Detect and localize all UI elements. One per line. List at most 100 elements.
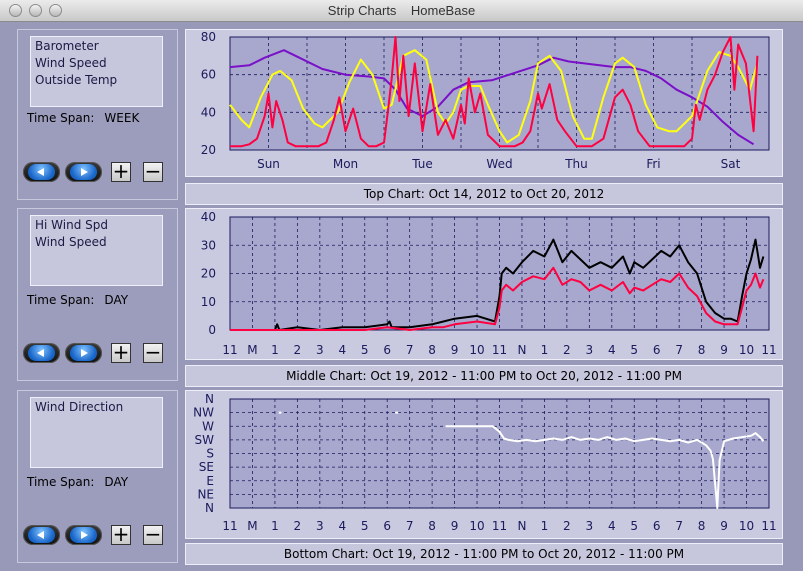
x-tick-label: 10: [469, 519, 484, 533]
y-tick-label: S: [206, 447, 214, 461]
x-tick-label: 10: [469, 343, 484, 357]
x-tick-label: 8: [428, 343, 436, 357]
series-line: [229, 49, 755, 146]
y-tick-label: 0: [208, 323, 216, 337]
time-span-value: WEEK: [104, 111, 140, 125]
x-tick-label: 3: [316, 343, 324, 357]
x-tick-label: 7: [675, 519, 683, 533]
y-tick-label: N: [205, 501, 214, 515]
left-arrow-icon: [37, 349, 44, 357]
middle-series-list[interactable]: Hi Wind Spd Wind Speed: [30, 215, 163, 286]
x-tick-label: 11: [222, 343, 237, 357]
time-span-label: Time Span:: [27, 111, 95, 125]
x-tick-label: 5: [630, 343, 638, 357]
right-arrow-icon: [81, 168, 88, 176]
bottom-zoom-out-button[interactable]: −: [143, 522, 163, 546]
x-tick-label: Sun: [257, 157, 280, 171]
series-label: Wind Speed: [35, 235, 107, 249]
y-tick-label: E: [206, 474, 214, 488]
top-series-list[interactable]: Barometer Wind Speed Outside Temp: [30, 36, 163, 107]
x-tick-label: 1: [271, 343, 279, 357]
x-tick-label: Fri: [646, 157, 660, 171]
x-tick-label: 6: [653, 343, 661, 357]
x-tick-label: 8: [698, 519, 706, 533]
bottom-chart-caption: Bottom Chart: Oct 19, 2012 - 11:00 PM to…: [185, 543, 783, 565]
time-span-label: Time Span:: [27, 475, 95, 489]
top-zoom-out-button[interactable]: −: [143, 159, 163, 183]
y-tick-label: 30: [201, 238, 216, 252]
x-tick-label: 4: [608, 519, 616, 533]
x-tick-label: 10: [739, 343, 754, 357]
left-arrow-icon: [37, 531, 44, 539]
x-tick-label: 5: [361, 519, 369, 533]
series-line: [230, 36, 759, 148]
x-tick-label: 2: [563, 343, 571, 357]
bottom-zoom-in-button[interactable]: +: [111, 522, 131, 546]
x-tick-label: 4: [338, 343, 346, 357]
series-label: Hi Wind Spd: [35, 218, 108, 232]
middle-chart-frame: 40 30 20 10 0 11 M 1 2 3 4 5 6 7 8 9 10 11 N 1 2 3 4 5 6 7 8 9 10 11: [185, 208, 783, 360]
x-tick-label: 6: [383, 519, 391, 533]
x-tick-label: N: [517, 343, 526, 357]
top-prev-button[interactable]: [23, 162, 60, 182]
middle-next-button[interactable]: [65, 343, 102, 363]
x-tick-label: 2: [294, 519, 302, 533]
x-tick-label: 11: [492, 519, 507, 533]
series-label: Barometer: [35, 39, 99, 53]
x-tick-label: 10: [739, 519, 754, 533]
x-tick-label: Tue: [411, 157, 433, 171]
top-next-button[interactable]: [65, 162, 102, 182]
x-tick-label: 1: [541, 519, 549, 533]
y-tick-label: 20: [201, 143, 216, 157]
series-line: [229, 49, 759, 144]
y-tick-label: SE: [199, 460, 214, 474]
y-tick-label: 40: [201, 105, 216, 119]
x-tick-label: Mon: [333, 157, 358, 171]
x-tick-label: 7: [406, 519, 414, 533]
top-time-span: Time Span: WEEK: [27, 111, 139, 125]
time-span-value: DAY: [104, 293, 129, 307]
bottom-chart-controls: Wind Direction Time Span: DAY + −: [17, 390, 178, 563]
x-tick-label: 11: [761, 519, 776, 533]
middle-zoom-in-button[interactable]: +: [111, 340, 131, 364]
bottom-prev-button[interactable]: [23, 525, 60, 545]
x-tick-label: 8: [698, 343, 706, 357]
bottom-next-button[interactable]: [65, 525, 102, 545]
x-tick-label: 9: [720, 519, 728, 533]
x-tick-label: Sat: [721, 157, 741, 171]
x-tick-label: 11: [761, 343, 776, 357]
x-tick-label: Wed: [486, 157, 512, 171]
minimize-window-button[interactable]: [29, 4, 42, 17]
x-tick-label: M: [247, 343, 257, 357]
x-tick-label: 6: [653, 519, 661, 533]
y-tick-label: 60: [201, 68, 216, 82]
right-arrow-icon: [81, 531, 88, 539]
top-chart-caption: Top Chart: Oct 14, 2012 to Oct 20, 2012: [185, 183, 783, 205]
zoom-window-button[interactable]: [49, 4, 62, 17]
bottom-series-list[interactable]: Wind Direction: [30, 397, 163, 468]
y-tick-label: 10: [201, 295, 216, 309]
x-tick-label: 11: [492, 343, 507, 357]
middle-prev-button[interactable]: [23, 343, 60, 363]
middle-chart-controls: Hi Wind Spd Wind Speed Time Span: DAY + −: [17, 208, 178, 381]
x-tick-label: 7: [406, 343, 414, 357]
x-tick-label: 5: [361, 343, 369, 357]
series-line: [230, 266, 765, 331]
y-tick-label: N: [205, 392, 214, 406]
bottom-time-span: Time Span: DAY: [27, 475, 128, 489]
y-tick-label: 80: [201, 30, 216, 44]
middle-zoom-out-button[interactable]: −: [143, 340, 163, 364]
top-zoom-in-button[interactable]: +: [111, 159, 131, 183]
x-tick-label: N: [517, 519, 526, 533]
x-tick-label: Thu: [564, 157, 588, 171]
y-tick-label: SW: [195, 433, 215, 447]
series-label: Wind Direction: [35, 400, 124, 414]
right-arrow-icon: [81, 349, 88, 357]
data-point: [395, 411, 399, 414]
x-tick-label: 1: [541, 343, 549, 357]
series-line: [230, 238, 765, 331]
close-window-button[interactable]: [9, 4, 22, 17]
x-tick-label: 1: [271, 519, 279, 533]
x-tick-label: 9: [451, 343, 459, 357]
